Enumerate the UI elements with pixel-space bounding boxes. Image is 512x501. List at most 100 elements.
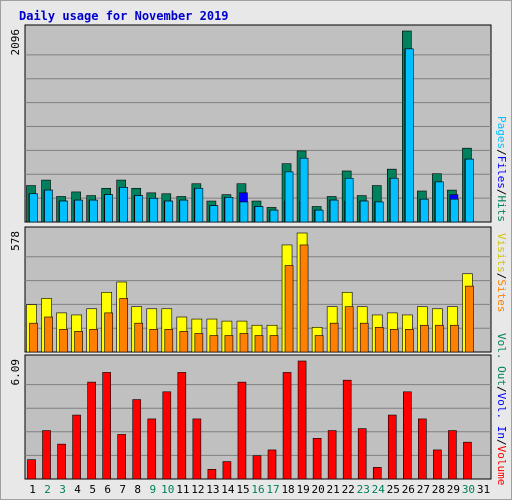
bar-pages-day-10 xyxy=(164,200,174,223)
x-tick-label-day-31: 31 xyxy=(477,483,490,496)
y-max-label-volume: 6.09 xyxy=(9,359,22,386)
legend-item-slash: / xyxy=(495,386,508,393)
bar-pages-day-22 xyxy=(344,177,354,223)
x-tick-label-day-19: 19 xyxy=(296,483,309,496)
bar-volume-day-10 xyxy=(162,391,172,480)
bar-volume-day-28 xyxy=(433,449,442,480)
bar-sites-day-9 xyxy=(149,329,159,353)
bar-sites-day-3 xyxy=(59,329,68,353)
bar-volume-day-23 xyxy=(357,428,367,480)
bar-sites-day-1 xyxy=(29,322,38,353)
x-tick-label-day-23: 23 xyxy=(357,483,370,496)
bar-sites-day-24 xyxy=(374,326,384,353)
bar-volume-day-5 xyxy=(87,381,96,480)
bar-volume-day-3 xyxy=(57,443,66,480)
bar-sites-day-22 xyxy=(344,306,354,353)
bar-pages-day-21 xyxy=(329,199,339,223)
bar-pages-day-5 xyxy=(89,199,98,223)
bar-pages-day-14 xyxy=(224,197,234,223)
bar-volume-day-22 xyxy=(342,379,352,480)
bar-pages-day-26 xyxy=(405,48,414,223)
bar-sites-day-29 xyxy=(450,324,459,353)
bar-pages-day-8 xyxy=(134,195,144,223)
bar-volume-day-4 xyxy=(72,414,81,480)
x-tick-label-day-12: 12 xyxy=(191,483,204,496)
bar-pages-day-25 xyxy=(389,177,399,223)
legend-item-hits: Hits xyxy=(495,196,508,223)
bar-pages-day-29 xyxy=(450,198,459,223)
bar-sites-day-16 xyxy=(254,335,264,353)
bar-volume-day-14 xyxy=(222,461,232,480)
x-tick-label-day-8: 8 xyxy=(134,483,141,496)
bar-sites-day-5 xyxy=(89,329,98,353)
bar-volume-day-2 xyxy=(42,430,51,480)
bar-volume-day-30 xyxy=(463,441,472,480)
x-tick-label-day-4: 4 xyxy=(74,483,81,496)
x-tick-label-day-18: 18 xyxy=(281,483,294,496)
bar-pages-day-27 xyxy=(420,198,429,223)
bar-sites-day-13 xyxy=(209,335,219,353)
bar-pages-day-1 xyxy=(29,193,38,223)
bar-sites-day-30 xyxy=(465,285,474,353)
x-tick-label-day-27: 27 xyxy=(417,483,430,496)
bar-pages-day-20 xyxy=(314,209,324,223)
x-tick-label-day-2: 2 xyxy=(44,483,51,496)
bar-volume-day-13 xyxy=(207,469,217,480)
x-tick-label-day-17: 17 xyxy=(266,483,279,496)
legend-item-slash: / xyxy=(495,189,508,196)
x-tick-label-day-21: 21 xyxy=(327,483,340,496)
bar-volume-day-11 xyxy=(177,372,187,480)
bar-pages-day-4 xyxy=(74,199,83,223)
legend-item-sites: Sites xyxy=(495,279,508,312)
x-tick-label-day-29: 29 xyxy=(447,483,460,496)
bar-volume-day-6 xyxy=(102,372,111,480)
bar-volume-day-15 xyxy=(237,381,247,480)
x-tick-label-day-6: 6 xyxy=(104,483,111,496)
bar-volume-day-20 xyxy=(312,438,322,480)
x-tick-label-day-11: 11 xyxy=(176,483,189,496)
bar-pages-day-3 xyxy=(59,200,68,223)
x-tick-label-day-15: 15 xyxy=(236,483,249,496)
bar-volume-day-29 xyxy=(448,430,457,480)
x-tick-label-day-5: 5 xyxy=(89,483,96,496)
bar-sites-day-25 xyxy=(389,329,399,353)
y-max-label-visits-sites: 578 xyxy=(9,231,22,251)
legend-item-slash: / xyxy=(495,273,508,280)
bar-sites-day-7 xyxy=(119,298,128,353)
bar-sites-day-18 xyxy=(284,265,294,353)
bar-volume-day-21 xyxy=(327,430,337,480)
bar-pages-day-7 xyxy=(119,187,128,223)
bar-pages-day-6 xyxy=(104,194,113,223)
bar-pages-day-12 xyxy=(194,187,204,223)
legend-hits-files-pages: Pages/Files/Hits xyxy=(495,116,508,222)
bar-pages-day-11 xyxy=(179,199,189,223)
bar-volume-day-9 xyxy=(147,418,157,480)
bar-volume-day-16 xyxy=(252,455,262,480)
bar-sites-day-23 xyxy=(359,322,369,353)
bar-pages-day-18 xyxy=(284,171,294,223)
bar-sites-day-20 xyxy=(314,335,324,353)
x-tick-label-day-3: 3 xyxy=(59,483,66,496)
bar-pages-day-30 xyxy=(465,158,474,223)
legend-item-visits: Visits xyxy=(495,233,508,273)
x-tick-label-day-14: 14 xyxy=(221,483,235,496)
y-max-label-hits-files-pages: 2096 xyxy=(9,29,22,56)
bar-sites-day-28 xyxy=(435,324,444,353)
x-tick-label-day-13: 13 xyxy=(206,483,219,496)
bar-sites-day-2 xyxy=(44,316,53,353)
legend-item-vol-in: Vol. In xyxy=(495,393,508,439)
bar-pages-day-23 xyxy=(359,200,369,223)
bar-sites-day-6 xyxy=(104,312,113,353)
bar-sites-day-14 xyxy=(224,335,234,353)
bar-sites-day-26 xyxy=(405,329,414,353)
bar-pages-day-9 xyxy=(149,198,159,223)
bar-volume-day-8 xyxy=(132,399,142,480)
bar-pages-day-2 xyxy=(44,189,53,223)
x-tick-label-day-22: 22 xyxy=(342,483,355,496)
bar-volume-day-24 xyxy=(372,467,382,480)
legend-item-slash: / xyxy=(495,439,508,446)
bar-sites-day-10 xyxy=(164,329,174,353)
bar-sites-day-4 xyxy=(74,331,83,353)
